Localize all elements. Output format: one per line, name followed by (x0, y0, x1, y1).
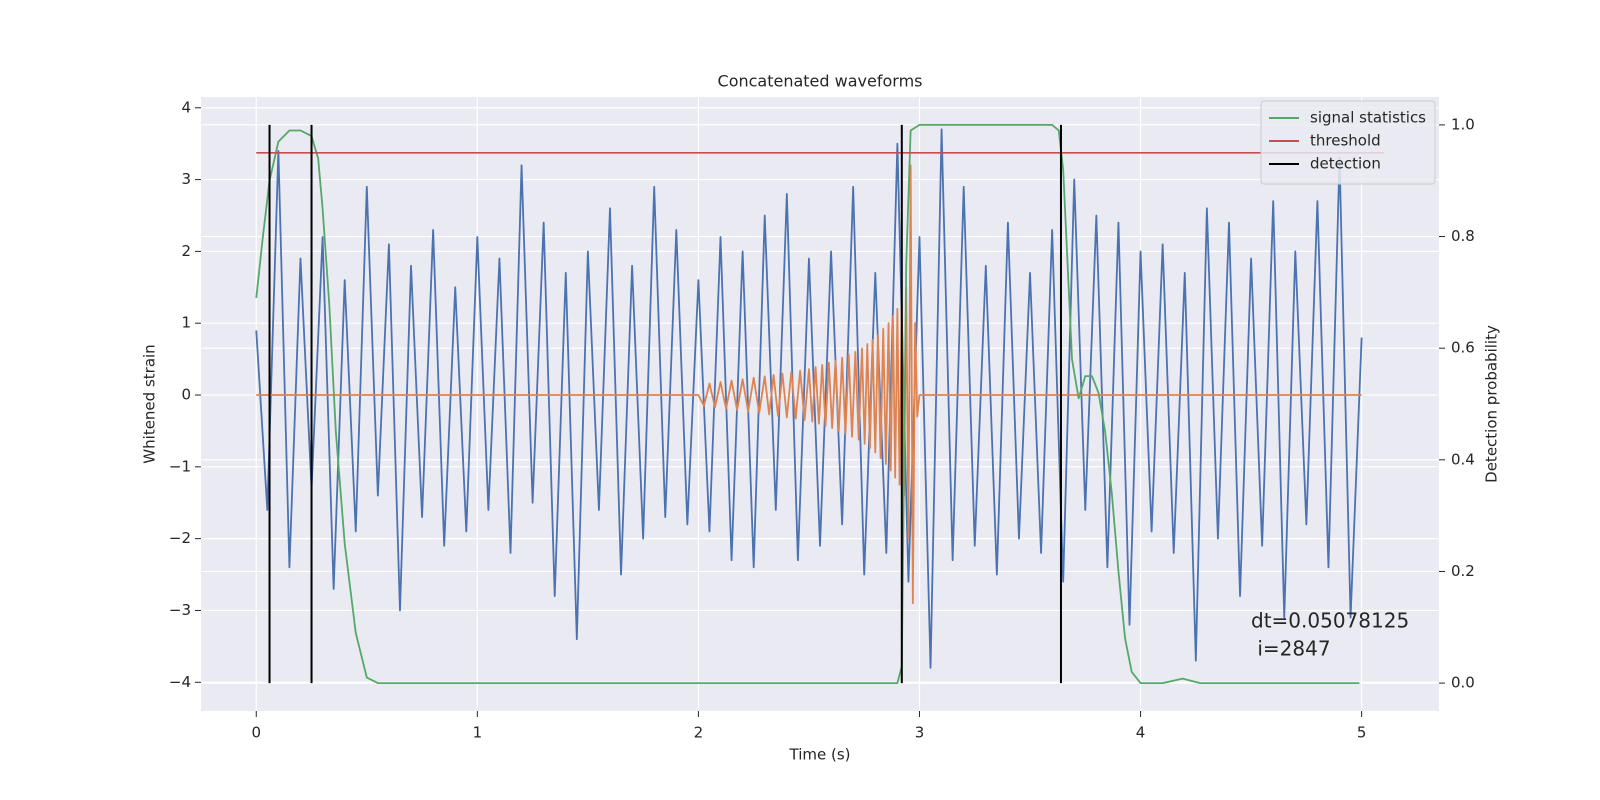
y2-tick-label: 0.8 (1451, 227, 1475, 245)
chart-title: Concatenated waveforms (718, 72, 923, 91)
legend-label: threshold (1310, 132, 1381, 150)
x-tick-label: 3 (915, 724, 925, 742)
y2-axis-label: Detection probability (1483, 325, 1501, 483)
y2-tick-label: 0.4 (1451, 450, 1475, 468)
plot-marks (255, 124, 1384, 684)
y-tick-label: −3 (169, 601, 191, 619)
x-tick-label: 4 (1136, 724, 1146, 742)
y-tick-label: 2 (181, 242, 191, 260)
y-tick-label: 1 (181, 314, 191, 332)
annotation: dt=0.05078125 (1251, 609, 1409, 633)
x-axis-label: Time (s) (789, 746, 851, 764)
y2-tick-label: 0.6 (1451, 339, 1475, 357)
series-line (255, 128, 1363, 669)
x-tick-label: 1 (473, 724, 483, 742)
x-tick-label: 2 (694, 724, 704, 742)
x-tick-label: 0 (251, 724, 261, 742)
legend-box (1260, 100, 1436, 185)
y-tick-label: 3 (181, 170, 191, 188)
series-line (255, 124, 1360, 684)
y-tick-label: −1 (169, 457, 191, 475)
y-tick-label: 4 (181, 98, 191, 116)
y-axis-label: Whitened strain (141, 344, 159, 463)
x-tick-label: 5 (1357, 724, 1367, 742)
y-tick-label: −2 (169, 529, 191, 547)
legend-label: signal statistics (1310, 109, 1426, 127)
y2-tick-label: 0.0 (1451, 674, 1475, 692)
legend-label: detection (1310, 155, 1381, 173)
series-line (256, 164, 1362, 605)
y2-tick-label: 0.2 (1451, 562, 1475, 580)
y-tick-label: −4 (169, 673, 191, 691)
y-tick-label: 0 (181, 386, 191, 404)
annotation: i=2847 (1251, 637, 1331, 661)
legend: signal statistics threshold detection (1260, 100, 1436, 185)
y2-tick-label: 1.0 (1451, 115, 1475, 133)
